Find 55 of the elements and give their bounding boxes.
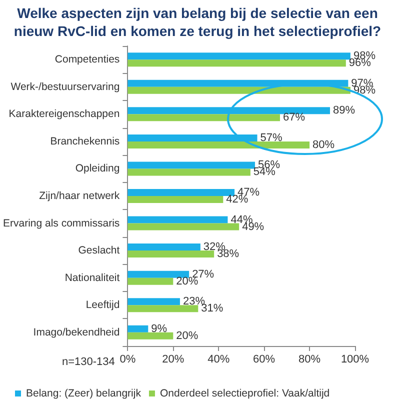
data-label: 89%: [332, 104, 356, 117]
data-label: 54%: [253, 166, 276, 178]
y-tick-label: Branchekennis: [50, 135, 120, 148]
bar: [128, 80, 348, 87]
data-label: 38%: [217, 248, 240, 260]
bar: [128, 325, 148, 332]
legend-label: Onderdeel selectieprofiel: Vaak/altijd: [160, 388, 330, 400]
x-tick-label: 60%: [253, 354, 276, 366]
bar: [128, 134, 258, 142]
data-label: 42%: [226, 194, 248, 206]
y-tick-label: Geslacht: [78, 244, 120, 257]
bar: [128, 270, 190, 278]
legend-label: Belang: (Zeer) belangrijk: [26, 388, 142, 400]
x-tick-label: 40%: [208, 354, 230, 366]
y-tick-label: Opleiding: [75, 162, 120, 175]
data-label: 31%: [201, 302, 224, 315]
bar: [128, 114, 280, 122]
x-tick-label: 20%: [162, 354, 184, 366]
data-label: 80%: [312, 138, 335, 151]
data-label: 57%: [260, 132, 282, 144]
bar: [128, 86, 350, 94]
y-tick-label: Nationaliteit: [64, 272, 120, 284]
bar: [128, 107, 330, 114]
bar: [128, 298, 180, 306]
bar: [128, 332, 174, 340]
bar: [128, 141, 310, 148]
data-label: 20%: [176, 275, 198, 288]
bar: [128, 189, 235, 196]
bar: [128, 52, 350, 60]
bar: [128, 305, 198, 312]
bar: [128, 216, 228, 224]
x-tick-label: 100%: [340, 354, 370, 366]
y-tick-label: Ervaring als commissaris: [2, 217, 120, 230]
chart-title: Welke aspecten zijn van belang bij de selectie van een nieuw RvC-lid en komen ze terug in het selectieprofiel?: [12, 4, 382, 40]
x-tick-label: 80%: [298, 354, 321, 366]
y-tick-label: Werk-/bestuurservaring: [10, 80, 120, 93]
y-tick-label: Zijn/haar netwerk: [39, 190, 120, 202]
y-tick-label: Leeftijd: [86, 299, 120, 312]
data-label: 67%: [282, 112, 306, 124]
y-tick-label: Competenties: [54, 54, 120, 66]
data-label: 96%: [348, 57, 372, 70]
text: n=130-134: [62, 356, 115, 368]
x-tick-label: 0%: [120, 354, 136, 366]
bar: [128, 162, 255, 169]
data-label: 20%: [176, 330, 198, 342]
data-label: 9%: [151, 322, 168, 335]
bar: [128, 168, 250, 176]
bar: [128, 196, 224, 203]
y-tick-label: Imago/bekendheid: [33, 326, 120, 338]
bar: [128, 250, 214, 258]
bar: [128, 278, 174, 285]
y-tick-label: Karaktereigenschappen: [8, 108, 120, 120]
bar: [128, 223, 240, 230]
bar: [128, 60, 346, 67]
bar: [128, 244, 200, 251]
